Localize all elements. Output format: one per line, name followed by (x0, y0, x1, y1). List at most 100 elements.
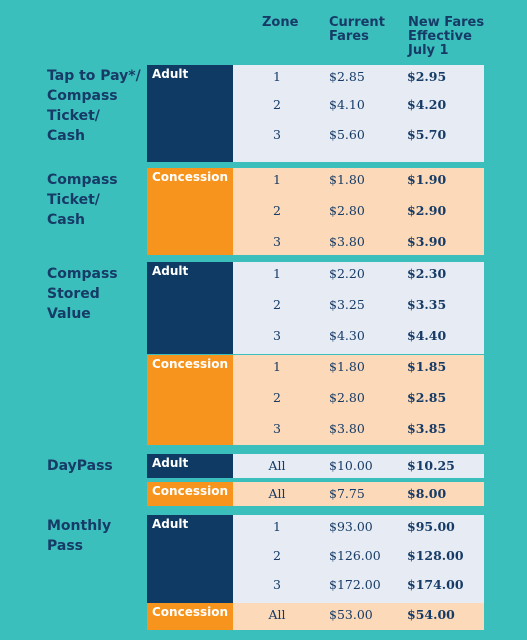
zone-cell: 1 (273, 519, 281, 534)
zone-cell: 3 (273, 421, 281, 436)
zone-cell: 3 (273, 234, 281, 249)
fare-type-label: Concession (152, 357, 229, 371)
zone-cell: 1 (273, 266, 281, 281)
table-row: 2 $2.80 $2.90 (233, 201, 484, 221)
new-fare-cell: $8.00 (407, 486, 447, 501)
zone-cell: 3 (273, 127, 281, 142)
zone-cell: 3 (273, 328, 281, 343)
fare-block-adult: Adult 1 $2.20 $2.30 2 $3.25 $3.35 3 $4.3… (147, 262, 484, 354)
zone-cell: All (268, 458, 286, 473)
table-row: 3 $172.00 $174.00 (233, 575, 484, 595)
table-row: 1 $1.80 $1.85 (233, 357, 484, 377)
current-fare-cell: $2.80 (329, 390, 365, 405)
table-row: 3 $5.60 $5.70 (233, 125, 484, 145)
fare-type-tag: Concession (147, 603, 233, 630)
new-fare-cell: $1.90 (407, 172, 447, 187)
new-fare-cell: $54.00 (407, 607, 455, 622)
category-daypass: DayPass (47, 458, 113, 474)
current-fare-cell: $1.80 (329, 359, 365, 374)
new-fare-cell: $4.40 (407, 328, 447, 343)
category-compass-ticket: Compass Ticket/ Cash (47, 172, 118, 228)
fare-block-concession: Concession All $7.75 $8.00 (147, 482, 484, 506)
zone-cell: 3 (273, 577, 281, 592)
new-fare-cell: $128.00 (407, 548, 464, 563)
table-row: 3 $4.30 $4.40 (233, 326, 484, 346)
table-row: 3 $3.80 $3.90 (233, 232, 484, 252)
current-fare-cell: $5.60 (329, 127, 365, 142)
table-row: 1 $2.20 $2.30 (233, 264, 484, 284)
zone-cell: 2 (273, 548, 281, 563)
current-fare-cell: $53.00 (329, 607, 373, 622)
fare-type-tag: Adult (147, 515, 233, 603)
zone-cell: 1 (273, 359, 281, 374)
zone-cell: 1 (273, 69, 281, 84)
current-fare-cell: $172.00 (329, 577, 381, 592)
zone-cell: 2 (273, 297, 281, 312)
fare-type-label: Adult (152, 67, 189, 81)
fare-type-label: Adult (152, 517, 189, 531)
table-row: 1 $1.80 $1.90 (233, 170, 484, 190)
fare-type-label: Concession (152, 484, 229, 498)
current-fare-cell: $10.00 (329, 458, 373, 473)
header-current-fares: Current Fares (329, 15, 385, 44)
table-row: 2 $2.80 $2.85 (233, 388, 484, 408)
new-fare-cell: $174.00 (407, 577, 464, 592)
new-fare-cell: $3.85 (407, 421, 447, 436)
new-fare-cell: $3.35 (407, 297, 447, 312)
table-row: All $53.00 $54.00 (233, 605, 484, 625)
fare-type-tag: Adult (147, 454, 233, 478)
current-fare-cell: $3.80 (329, 421, 365, 436)
current-fare-cell: $2.85 (329, 69, 365, 84)
fare-type-tag: Adult (147, 65, 233, 162)
zone-cell: 2 (273, 97, 281, 112)
current-fare-cell: $4.30 (329, 328, 365, 343)
fare-block-adult: Adult 1 $2.85 $2.95 2 $4.10 $4.20 3 $5.6… (147, 65, 484, 162)
fare-block-concession: Concession 1 $1.80 $1.90 2 $2.80 $2.90 3… (147, 168, 484, 255)
new-fare-cell: $3.90 (407, 234, 447, 249)
new-fare-cell: $5.70 (407, 127, 447, 142)
table-row: 1 $93.00 $95.00 (233, 517, 484, 537)
zone-cell: 1 (273, 172, 281, 187)
zone-cell: All (268, 486, 286, 501)
table-row: 2 $126.00 $128.00 (233, 546, 484, 566)
current-fare-cell: $2.80 (329, 203, 365, 218)
new-fare-cell: $4.20 (407, 97, 447, 112)
fare-block-adult: Adult 1 $93.00 $95.00 2 $126.00 $128.00 … (147, 515, 484, 603)
new-fare-cell: $2.30 (407, 266, 447, 281)
header-new-fares: New Fares Effective July 1 (408, 15, 485, 58)
new-fare-cell: $2.85 (407, 390, 447, 405)
table-row: 2 $3.25 $3.35 (233, 295, 484, 315)
table-row: 2 $4.10 $4.20 (233, 95, 484, 115)
zone-cell: 2 (273, 390, 281, 405)
table-row: 1 $2.85 $2.95 (233, 67, 484, 87)
new-fare-cell: $10.25 (407, 458, 455, 473)
fare-type-tag: Concession (147, 168, 233, 255)
fare-type-tag: Concession (147, 355, 233, 445)
new-fare-cell: $2.95 (407, 69, 447, 84)
current-fare-cell: $3.25 (329, 297, 365, 312)
header-zone: Zone (262, 15, 299, 30)
fare-block-concession: Concession All $53.00 $54.00 (147, 603, 484, 630)
current-fare-cell: $2.20 (329, 266, 365, 281)
current-fare-cell: $4.10 (329, 97, 365, 112)
current-fare-cell: $93.00 (329, 519, 373, 534)
current-fare-cell: $7.75 (329, 486, 365, 501)
zone-cell: 2 (273, 203, 281, 218)
new-fare-cell: $1.85 (407, 359, 447, 374)
fare-type-label: Adult (152, 456, 189, 470)
table-row: 3 $3.80 $3.85 (233, 419, 484, 439)
current-fare-cell: $1.80 (329, 172, 365, 187)
fare-type-label: Concession (152, 605, 229, 619)
new-fare-cell: $95.00 (407, 519, 455, 534)
category-tap-to-pay: Tap to Pay*/ Compass Ticket/ Cash (47, 68, 141, 144)
fare-type-tag: Adult (147, 262, 233, 354)
category-monthly-pass: Monthly Pass (47, 518, 112, 554)
fare-type-label: Concession (152, 170, 229, 184)
fare-block-adult: Adult All $10.00 $10.25 (147, 454, 484, 478)
table-row: All $7.75 $8.00 (233, 484, 484, 504)
new-fare-cell: $2.90 (407, 203, 447, 218)
fare-type-tag: Concession (147, 482, 233, 506)
zone-cell: All (268, 607, 286, 622)
fare-type-label: Adult (152, 264, 189, 278)
current-fare-cell: $126.00 (329, 548, 381, 563)
